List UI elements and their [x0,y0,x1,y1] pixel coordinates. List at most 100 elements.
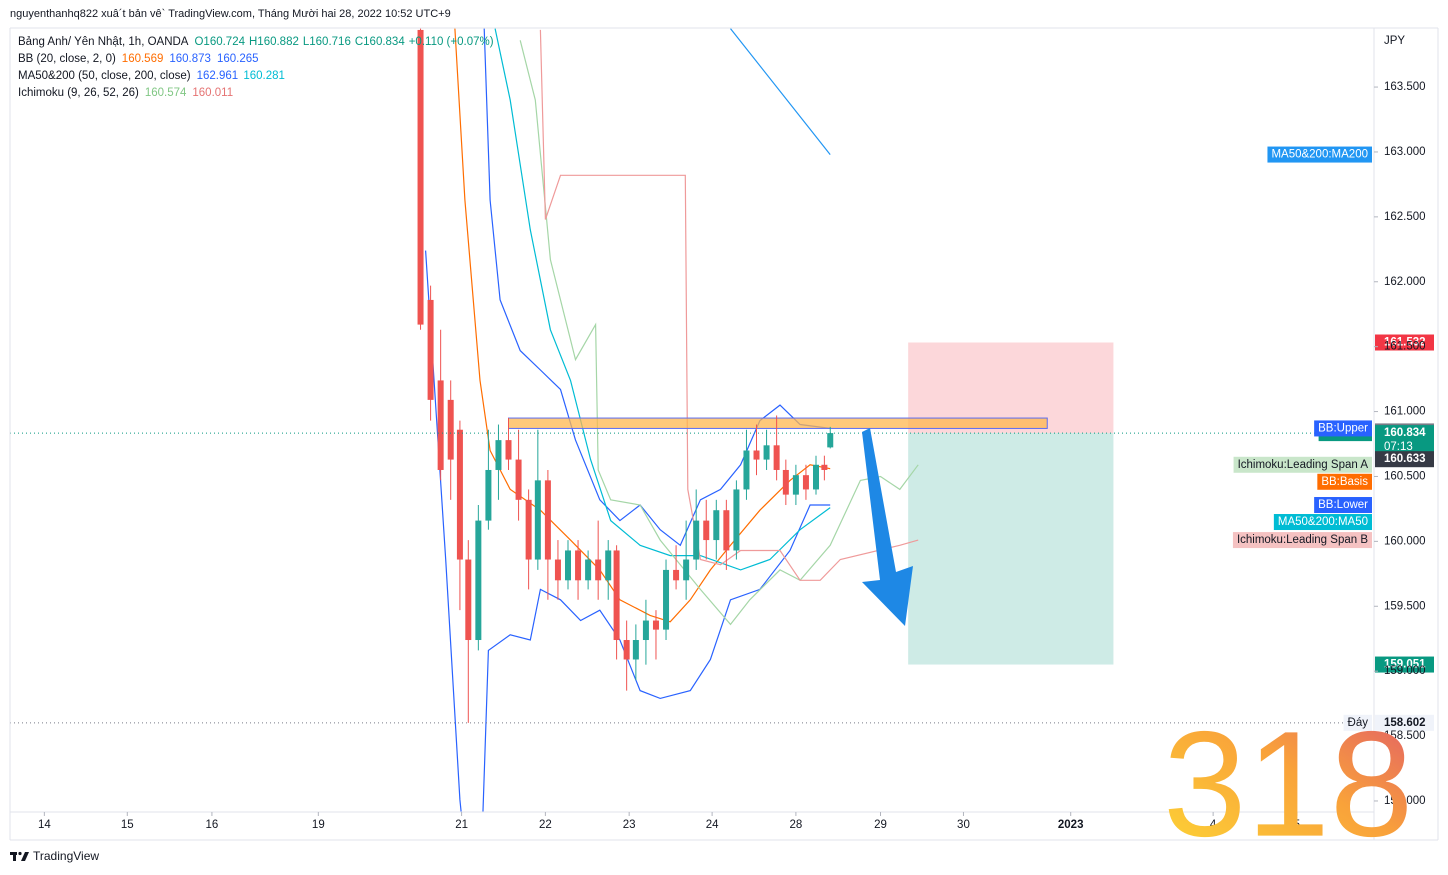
legend-line: MA50&200 (50, close, 200, close) 162.961 1… [18,70,285,82]
y-tick-label: 159.000 [1384,665,1426,677]
price-badge-label: 160.834 [1384,427,1426,439]
indicator-value: 160.265 [217,53,259,65]
candle-body [475,520,482,641]
candle-body [575,550,582,581]
indicator-name: BB (20, close, 2, 0) [18,53,116,65]
watermark: 318 [1163,700,1413,868]
candle-body [585,559,592,581]
arrow-annotation [862,428,913,626]
series-label-badge [1267,146,1372,163]
candle-body [683,559,690,581]
candle-body [565,550,571,581]
indicator-line [730,28,831,155]
ohlc-value: C160.834 [355,36,405,48]
x-tick-label: 24 [706,819,719,831]
footer-logo [10,851,29,861]
series-label: Ichimoku:Leading Span A [1238,459,1369,471]
price-name-label: Đáy [1348,717,1369,729]
price-badge [1375,714,1434,731]
candle-body [534,480,541,560]
price-badge [1375,334,1434,351]
candle-body [417,29,424,325]
axes: 163.500 163.000 162.500 162.000 161.500 161.0… [38,81,1426,831]
y-tick-label: 162.500 [1384,211,1426,223]
candle-body [605,550,612,581]
candle-body [437,380,444,470]
price-badge [1375,656,1434,673]
series-label-badge [1273,514,1372,531]
price-badge-label: 160.633 [1384,453,1426,465]
indicator-value: 160.569 [122,53,164,65]
price-badge-label: 158.602 [1384,717,1426,729]
indicator-line [494,28,831,571]
y-tick-label: 161.500 [1384,341,1426,353]
series-label: BB:Basis [1321,476,1368,488]
candle-body [515,459,522,500]
candle-body [525,499,532,560]
candle-body [723,510,730,551]
x-tick-label: 2023 [1058,819,1084,831]
candle-body [652,620,659,630]
price-badge-label: 161.532 [1384,337,1426,349]
candle-body [613,550,620,641]
x-tick-label: 30 [957,819,970,831]
y-tick-label: 160.000 [1384,535,1426,547]
series-label-badge [1314,497,1372,514]
candle-body [495,440,502,470]
candle-body [632,640,639,660]
y-tick-label: 163.500 [1384,81,1426,93]
candle-body [465,559,472,641]
candle-body [743,450,750,490]
candle-body [505,440,512,460]
candle-body [827,433,834,448]
plot-area [10,28,1374,812]
legend-line: Ichimoku (9, 26, 52, 26) 160.574 160.011 [18,87,233,99]
x-tick-label: 15 [121,819,134,831]
candle-body [642,620,649,641]
y-tick-label: 160.500 [1384,470,1426,482]
x-tick-label: 16 [206,819,219,831]
indicator-line [539,29,919,581]
indicator-value: 160.574 [145,87,187,99]
candle-body [554,559,561,581]
indicator-value: 160.281 [243,70,285,82]
series-label: Ichimoku:Leading Span B [1237,534,1368,546]
resistance-zone [508,417,1048,429]
candle-body [813,464,819,490]
candle-body [693,520,700,560]
footer-brand: TradingView [33,849,99,863]
ohlc-value: +0.110 (+0.07%) [409,36,494,48]
currency-label: JPY [1384,35,1405,47]
ohlc-value: H160.882 [249,36,299,48]
x-tick-label: 28 [789,819,802,831]
series-label: BB:Upper [1318,422,1368,434]
candle-body [427,299,434,400]
price-badge [1375,451,1434,468]
x-tick-label: 23 [623,819,636,831]
symbol-name: Bảng Anh/ Yên Nhật, 1h, OANDA [18,36,189,48]
series-label-badge [1232,532,1372,549]
price-name-badge [1343,714,1372,731]
candle-body [447,399,454,460]
ohlc-value: L160.716 [303,36,351,48]
indicator-name: MA50&200 (50, close, 200, close) [18,70,191,82]
legend: Bảng Anh/ Yên Nhật, 1h, OANDA O160.724 H16… [18,36,494,99]
series-label: MA50&200:MA200 [1271,149,1368,161]
candle-body [673,569,680,581]
candle-body [802,475,809,490]
ohlc-value: O160.724 [194,36,245,48]
series-label-badge [1233,456,1372,473]
y-tick-label: 159.500 [1384,600,1426,612]
x-tick-label: 19 [312,819,325,831]
series-label-badge [1317,473,1372,490]
series-label: BB:Lower [1318,499,1368,511]
candle-body [753,450,760,460]
price-badge [1375,425,1434,456]
candle-body [544,480,551,560]
x-tick-label: 4 [1210,819,1217,831]
overlay: 161.532160.847160.83407:13GBPJPY160.6331… [1232,146,1434,731]
candle-body [782,469,789,495]
logo-part [18,851,22,856]
